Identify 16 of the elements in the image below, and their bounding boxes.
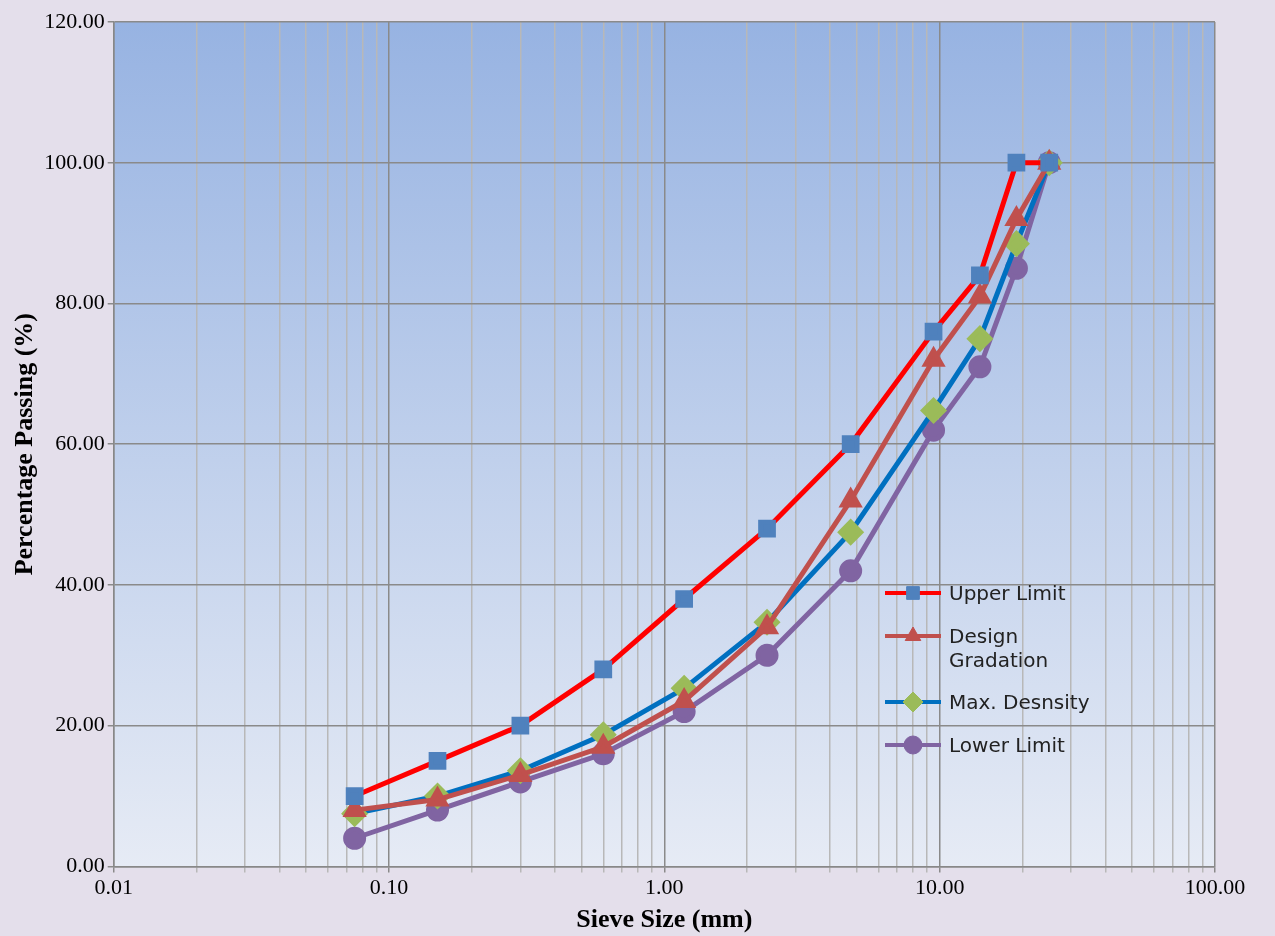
x-tick-label: 0.10: [369, 874, 409, 900]
legend-label: Max. Desnsity: [949, 690, 1091, 715]
legend-label: Upper Limit: [949, 581, 1067, 606]
y-tick-label: 40.00: [55, 570, 105, 596]
legend-label: Design Gradation: [949, 624, 1050, 673]
y-axis-title: Percentage Passing (%): [9, 313, 39, 576]
x-tick-label: 10.00: [914, 874, 965, 900]
legend-label: Lower Limit: [949, 733, 1066, 758]
x-axis-title: Sieve Size (mm): [576, 904, 753, 934]
y-tick-label: 20.00: [55, 711, 105, 737]
y-tick-label: 100.00: [44, 148, 105, 174]
x-tick-label: 1.00: [645, 874, 684, 900]
y-tick-label: 120.00: [44, 7, 105, 33]
y-tick-label: 80.00: [55, 289, 105, 315]
y-tick-label: 60.00: [55, 429, 105, 455]
x-tick-label: 100.00: [1184, 874, 1246, 900]
